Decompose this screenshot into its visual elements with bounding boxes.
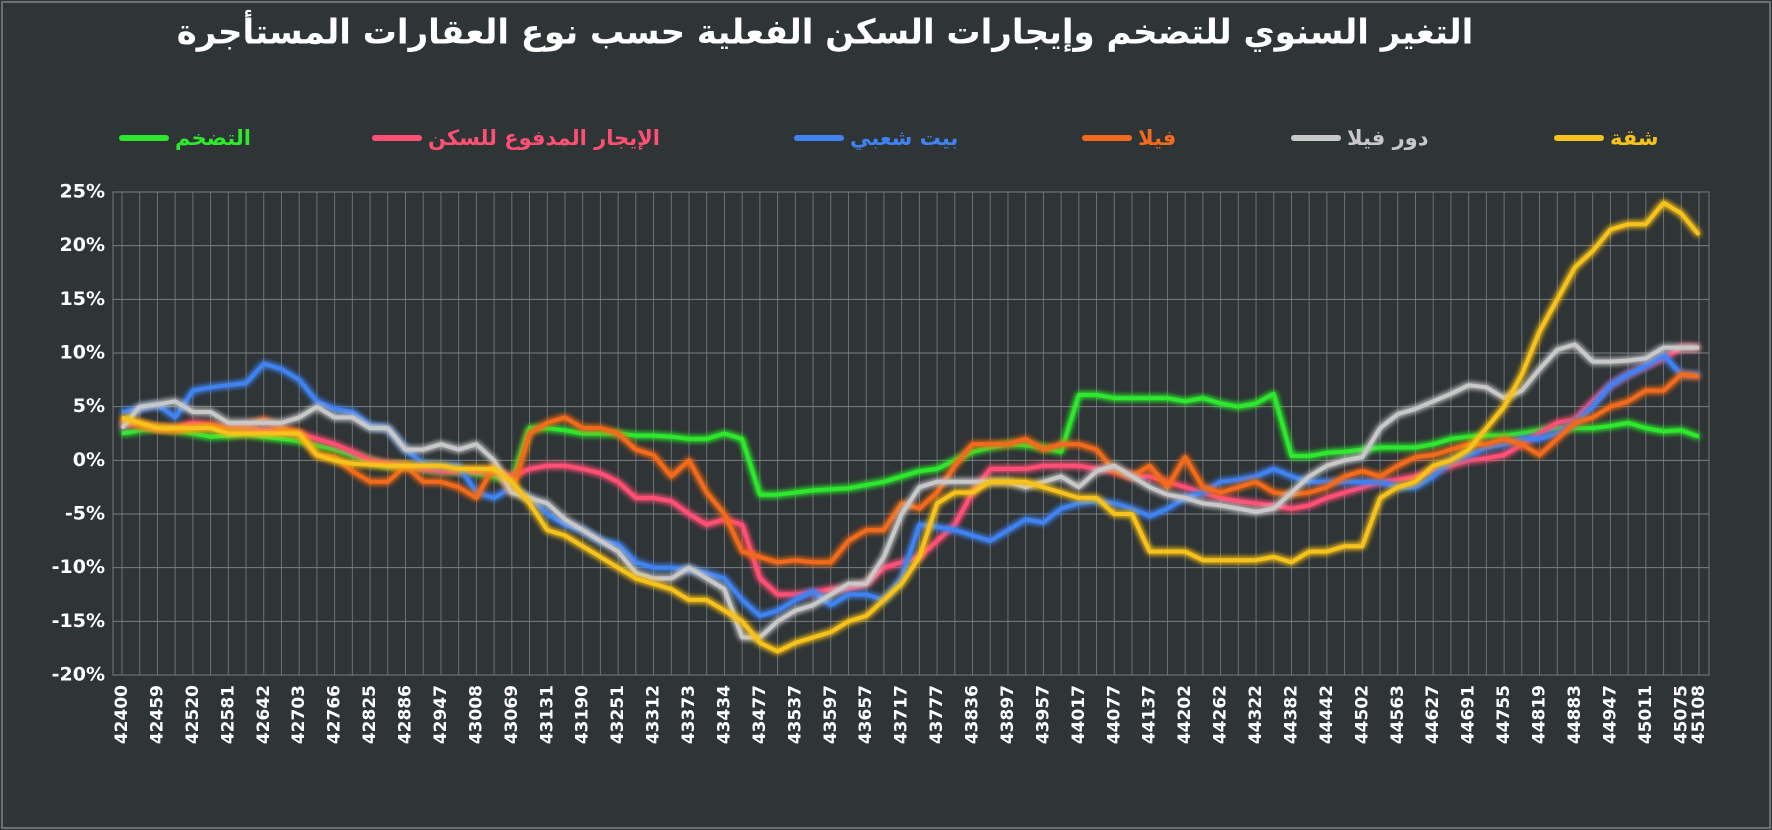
x-tick-label: 43657 <box>856 685 876 744</box>
x-tick-label: 44137 <box>1140 685 1160 744</box>
y-tick-label: 5% <box>73 395 105 417</box>
x-tick-label: 43312 <box>644 685 664 744</box>
x-tick-label: 43131 <box>537 685 557 744</box>
x-tick-label: 43069 <box>502 685 522 744</box>
x-tick-label: 42520 <box>183 685 203 744</box>
chart-title: التغير السنوي للتضخم وإيجارات السكن الفع… <box>177 10 1474 53</box>
y-tick-label: -10% <box>52 556 105 578</box>
x-tick-label: 43477 <box>750 685 770 744</box>
series-line <box>121 200 1701 654</box>
legend-label: بيت شعبي <box>850 126 958 150</box>
x-tick-label: 43008 <box>466 685 486 744</box>
y-tick-label: 20% <box>60 234 105 256</box>
x-tick-label: 44755 <box>1494 685 1514 744</box>
x-tick-label: 42886 <box>396 685 416 744</box>
x-tick-label: 45075 <box>1671 685 1691 744</box>
x-tick-label: 44262 <box>1211 685 1231 744</box>
y-tick-label: 0% <box>73 449 105 471</box>
x-tick-label: 43836 <box>963 685 983 744</box>
x-tick-label: 42825 <box>360 685 380 744</box>
y-tick-label: 15% <box>60 288 105 310</box>
y-tick-label: -20% <box>52 664 105 686</box>
x-tick-label: 44017 <box>1069 685 1089 744</box>
x-tick-label: 44502 <box>1352 685 1372 744</box>
y-tick-label: 25% <box>60 181 105 203</box>
legend-label: فيلا <box>1138 126 1176 150</box>
x-tick-label: 43957 <box>1033 685 1053 744</box>
x-tick-label: 45011 <box>1636 685 1656 744</box>
x-tick-label: 43537 <box>785 685 805 744</box>
x-tick-label: 44442 <box>1317 685 1337 744</box>
x-tick-label: 44382 <box>1281 685 1301 744</box>
x-tick-label: 44322 <box>1246 685 1266 744</box>
series-line <box>121 372 1700 565</box>
series-line <box>120 342 1699 640</box>
x-tick-label: 44819 <box>1530 685 1550 744</box>
x-tick-label: 44202 <box>1175 685 1195 744</box>
legend-label: التضخم <box>175 126 251 150</box>
x-tick-label: 42400 <box>112 685 132 744</box>
x-tick-label: 44077 <box>1104 685 1124 744</box>
x-tick-label: 44627 <box>1423 685 1443 744</box>
legend-label: الإيجار المدفوع للسكن <box>428 126 660 150</box>
x-tick-label: 42947 <box>431 685 451 744</box>
x-tick-label: 43777 <box>927 685 947 744</box>
x-tick-label: 43251 <box>608 685 628 744</box>
legend-label: دور فيلا <box>1347 126 1429 150</box>
y-tick-label: -5% <box>65 503 105 525</box>
x-tick-label: 42459 <box>147 685 167 744</box>
x-tick-label: 42703 <box>289 685 309 744</box>
y-tick-label: 10% <box>60 342 105 364</box>
x-tick-label: 43434 <box>714 685 734 744</box>
x-tick-label: 43373 <box>679 685 699 744</box>
legend-label: شقة <box>1610 126 1659 150</box>
x-tick-label: 44947 <box>1600 685 1620 744</box>
x-tick-label: 42766 <box>325 685 345 744</box>
x-tick-label: 43190 <box>573 685 593 744</box>
y-tick-label: -15% <box>52 610 105 632</box>
series-line <box>121 345 1699 597</box>
x-tick-label: 42581 <box>218 685 238 744</box>
x-tick-label: 44883 <box>1565 685 1585 744</box>
x-tick-label: 42642 <box>254 685 274 744</box>
x-tick-label: 43897 <box>998 685 1018 744</box>
x-tick-label: 44563 <box>1388 685 1408 744</box>
x-tick-label: 43717 <box>892 685 912 744</box>
x-tick-label: 45108 <box>1689 685 1709 744</box>
x-tick-label: 43597 <box>821 685 841 744</box>
x-tick-label: 44691 <box>1459 685 1479 744</box>
